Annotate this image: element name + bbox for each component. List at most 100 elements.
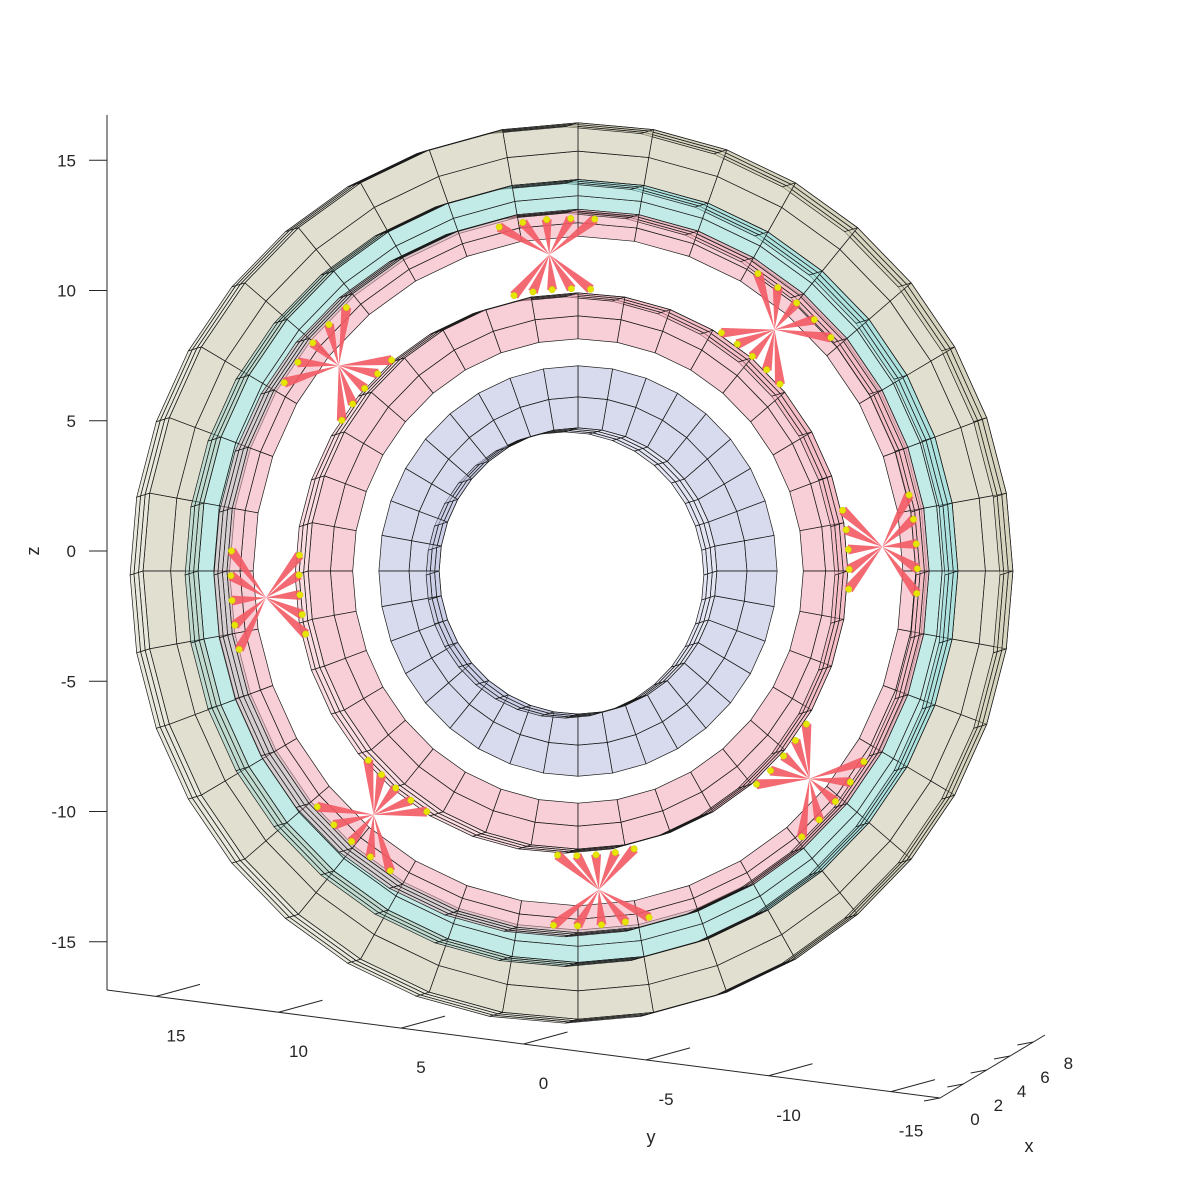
mesh-cell bbox=[799, 526, 826, 572]
contact-point-marker bbox=[611, 849, 619, 856]
rolling-element bbox=[313, 756, 431, 875]
rolling-element bbox=[839, 491, 921, 597]
y-tick-mark bbox=[768, 1063, 813, 1077]
x-tick-label: 6 bbox=[1040, 1068, 1049, 1087]
contact-point-marker bbox=[587, 285, 595, 293]
contact-force-fan bbox=[843, 525, 883, 547]
y-tick-label: 10 bbox=[289, 1042, 308, 1061]
y-tick-mark bbox=[523, 1031, 568, 1045]
mesh-cell bbox=[307, 522, 335, 572]
contact-force-fan bbox=[761, 329, 775, 371]
mesh-cell bbox=[577, 799, 622, 827]
x-tick-mark bbox=[970, 1069, 987, 1074]
y-tick-label: 0 bbox=[539, 1074, 548, 1093]
rolling-element bbox=[753, 720, 868, 841]
y-tick-mark bbox=[400, 1015, 446, 1029]
contact-point-marker bbox=[510, 292, 518, 299]
x-tick-mark bbox=[993, 1055, 1011, 1060]
contact-force-fan bbox=[550, 889, 599, 930]
bearing-surfaces bbox=[129, 122, 1014, 1024]
contact-point-marker bbox=[798, 833, 806, 841]
contact-force-fan bbox=[796, 778, 810, 838]
contact-force-fan bbox=[227, 548, 266, 598]
contact-force-fan bbox=[373, 784, 400, 815]
contact-force-fan bbox=[336, 365, 347, 421]
contact-force-fan bbox=[338, 355, 393, 366]
mesh-cell bbox=[577, 315, 622, 343]
contact-point-marker bbox=[767, 767, 775, 775]
mesh-cell bbox=[378, 534, 412, 572]
contact-point-marker bbox=[827, 334, 835, 341]
contact-point-marker bbox=[407, 796, 415, 804]
mesh-cell bbox=[701, 573, 709, 601]
contact-point-marker bbox=[598, 921, 605, 929]
contact-force-fan bbox=[809, 778, 825, 821]
z-tick-label: -15 bbox=[51, 933, 76, 952]
contact-point-marker bbox=[621, 918, 629, 926]
contact-force-fan bbox=[549, 254, 594, 294]
contact-point-marker bbox=[905, 491, 913, 499]
contact-force-fan bbox=[265, 552, 304, 598]
contact-point-marker bbox=[860, 758, 868, 766]
contact-point-marker bbox=[228, 597, 236, 604]
mesh-cell bbox=[992, 573, 1005, 654]
contact-point-marker bbox=[366, 853, 374, 861]
x-axis-line bbox=[939, 1034, 1046, 1099]
contact-force-fan bbox=[772, 287, 783, 330]
contact-point-marker bbox=[845, 585, 853, 593]
contact-force-fan bbox=[801, 723, 812, 779]
y-axis-ticks: 15 10 5 0 -5 -10 -15 bbox=[155, 983, 936, 1141]
contact-point-marker bbox=[543, 216, 551, 224]
y-tick-label: 5 bbox=[416, 1058, 425, 1077]
contact-point-marker bbox=[348, 838, 356, 845]
mesh-cell bbox=[577, 365, 613, 400]
y-tick-label: -10 bbox=[776, 1106, 801, 1125]
contact-point-marker bbox=[567, 285, 575, 293]
mesh-cell bbox=[330, 526, 357, 572]
contact-force-fan bbox=[297, 357, 339, 368]
contact-point-marker bbox=[573, 852, 581, 860]
contact-point-marker bbox=[529, 288, 537, 296]
contact-force-fan bbox=[265, 589, 301, 600]
x-tick-mark bbox=[1017, 1041, 1034, 1046]
contact-point-marker bbox=[630, 845, 638, 853]
contact-point-marker bbox=[810, 316, 818, 324]
contact-point-marker bbox=[645, 913, 653, 921]
contact-force-fan bbox=[541, 219, 552, 255]
x-tick-mark bbox=[923, 1097, 941, 1102]
contact-point-marker bbox=[378, 771, 385, 779]
y-tick-mark bbox=[155, 983, 201, 997]
z-axis-ticks: 15 10 5 0 -5 -10 -15 bbox=[51, 151, 107, 952]
contact-force-fan bbox=[549, 215, 598, 255]
z-tick-label: -10 bbox=[51, 803, 76, 822]
contact-point-marker bbox=[567, 215, 575, 222]
rolling-element bbox=[227, 547, 310, 653]
contact-point-marker bbox=[330, 821, 338, 829]
contact-force-fan bbox=[573, 889, 599, 929]
contact-force-fan bbox=[756, 778, 810, 790]
contact-point-marker bbox=[313, 803, 321, 811]
contact-force-fan bbox=[518, 219, 550, 255]
contact-point-marker bbox=[349, 400, 357, 408]
ring-surface bbox=[378, 365, 778, 777]
contact-point-marker bbox=[298, 611, 306, 619]
contact-force-fan bbox=[809, 778, 839, 806]
contact-force-fan bbox=[591, 854, 602, 890]
mesh-cell bbox=[307, 570, 335, 620]
contact-force-fan bbox=[598, 850, 620, 890]
contact-force-fan bbox=[882, 538, 917, 549]
ring-surface bbox=[294, 292, 849, 854]
y-tick-label: -15 bbox=[899, 1122, 924, 1141]
contact-point-marker bbox=[780, 752, 787, 760]
contact-point-marker bbox=[386, 867, 394, 875]
contact-force-fan bbox=[231, 595, 266, 606]
contact-point-marker bbox=[361, 384, 369, 392]
mesh-cell bbox=[714, 570, 748, 602]
mesh-cell bbox=[744, 570, 778, 608]
contact-point-marker bbox=[776, 380, 784, 388]
contact-point-marker bbox=[592, 851, 600, 859]
rolling-element bbox=[718, 270, 835, 388]
contact-force-fan bbox=[373, 773, 387, 815]
contact-force-fan bbox=[774, 329, 832, 343]
